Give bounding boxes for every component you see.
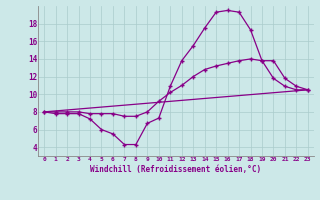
X-axis label: Windchill (Refroidissement éolien,°C): Windchill (Refroidissement éolien,°C) [91,165,261,174]
